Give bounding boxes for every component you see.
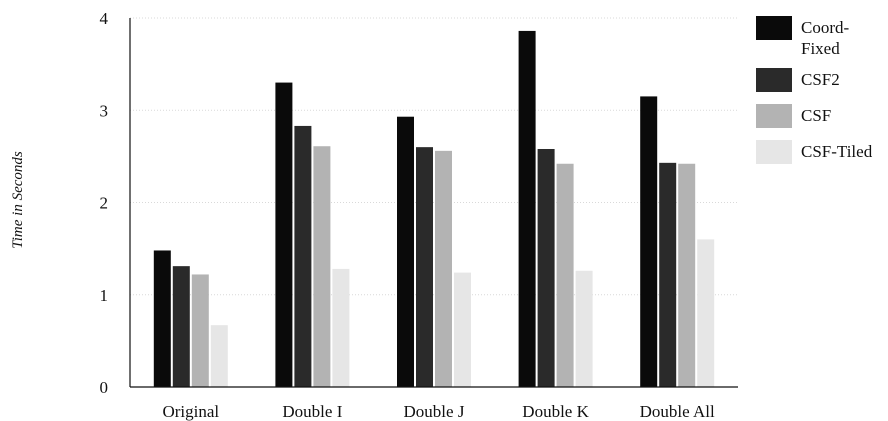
legend-label: CSF	[801, 106, 831, 125]
x-tick-label: Double I	[282, 402, 342, 421]
bar-csf-tiled-double-j	[454, 272, 471, 387]
bar-csf2-double-j	[416, 147, 433, 387]
legend-label: Coord-	[801, 18, 850, 37]
bars	[153, 30, 715, 388]
bar-csf2-double-all	[659, 162, 677, 387]
bar-csf-double-all	[678, 163, 696, 387]
bar-csf2-original	[172, 266, 190, 387]
bar-coord-fixed-double-k	[518, 30, 536, 387]
bar-csf-original	[191, 274, 209, 387]
y-tick-label: 3	[100, 101, 109, 120]
legend-swatch	[756, 16, 792, 40]
axes	[129, 18, 738, 388]
y-tick-label: 1	[100, 286, 109, 305]
legend-item-csf-tiled: CSF-Tiled	[756, 140, 873, 164]
y-tick-label: 2	[100, 194, 109, 213]
y-tick-label: 4	[100, 9, 109, 28]
gridlines	[130, 17, 738, 296]
x-tick-label: Double K	[522, 402, 589, 421]
x-tick-label: Double All	[640, 402, 715, 421]
legend-item-coord-fixed: Coord- Fixed	[756, 16, 850, 58]
bar-csf-tiled-double-i	[332, 268, 350, 387]
bar-coord-fixed-double-j	[397, 116, 414, 388]
bar-csf-double-i	[313, 146, 331, 387]
y-axis-label: Time in Seconds	[10, 151, 26, 249]
legend-swatch	[756, 68, 792, 92]
legend-label: CSF-Tiled	[801, 142, 873, 161]
legend-label: Fixed	[801, 39, 840, 58]
bar-coord-fixed-double-all	[640, 96, 658, 387]
bar-csf-tiled-double-all	[697, 239, 715, 387]
x-tick-label: Original	[162, 402, 219, 421]
legend-swatch	[756, 104, 792, 128]
x-tick-label: Double J	[404, 402, 465, 421]
bar-csf2-double-k	[537, 148, 555, 387]
bar-csf-tiled-original	[210, 325, 228, 387]
bar-csf-double-k	[556, 163, 574, 387]
legend-item-csf: CSF	[756, 104, 831, 128]
bar-csf-tiled-double-k	[575, 270, 593, 387]
legend: Coord- Fixed CSF2 CSF CSF-Tiled	[756, 16, 873, 164]
x-tick-labels: Original Double I Double J Double K Double A…	[162, 402, 715, 421]
y-tick-labels: 0 1 2 3 4	[100, 9, 109, 397]
legend-label: CSF2	[801, 70, 840, 89]
legend-item-csf2: CSF2	[756, 68, 840, 92]
bar-csf2-double-i	[294, 125, 312, 388]
bar-csf-double-j	[435, 150, 452, 387]
legend-swatch	[756, 140, 792, 164]
bar-coord-fixed-double-i	[275, 82, 293, 387]
y-tick-label: 0	[100, 378, 109, 397]
bar-coord-fixed-original	[153, 250, 171, 387]
